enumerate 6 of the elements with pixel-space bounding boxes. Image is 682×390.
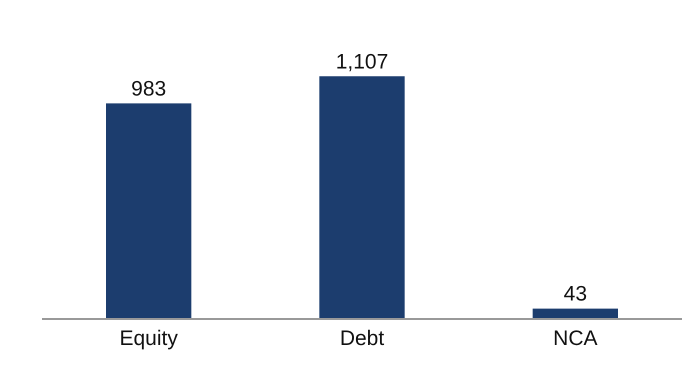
x-tick-label: NCA	[553, 327, 598, 350]
data-label: 43	[564, 282, 588, 306]
x-tick-label: Equity	[119, 327, 178, 350]
data-label: 983	[131, 77, 166, 100]
data-label: 1,107	[336, 50, 388, 74]
x-tick-label: Debt	[340, 327, 384, 350]
